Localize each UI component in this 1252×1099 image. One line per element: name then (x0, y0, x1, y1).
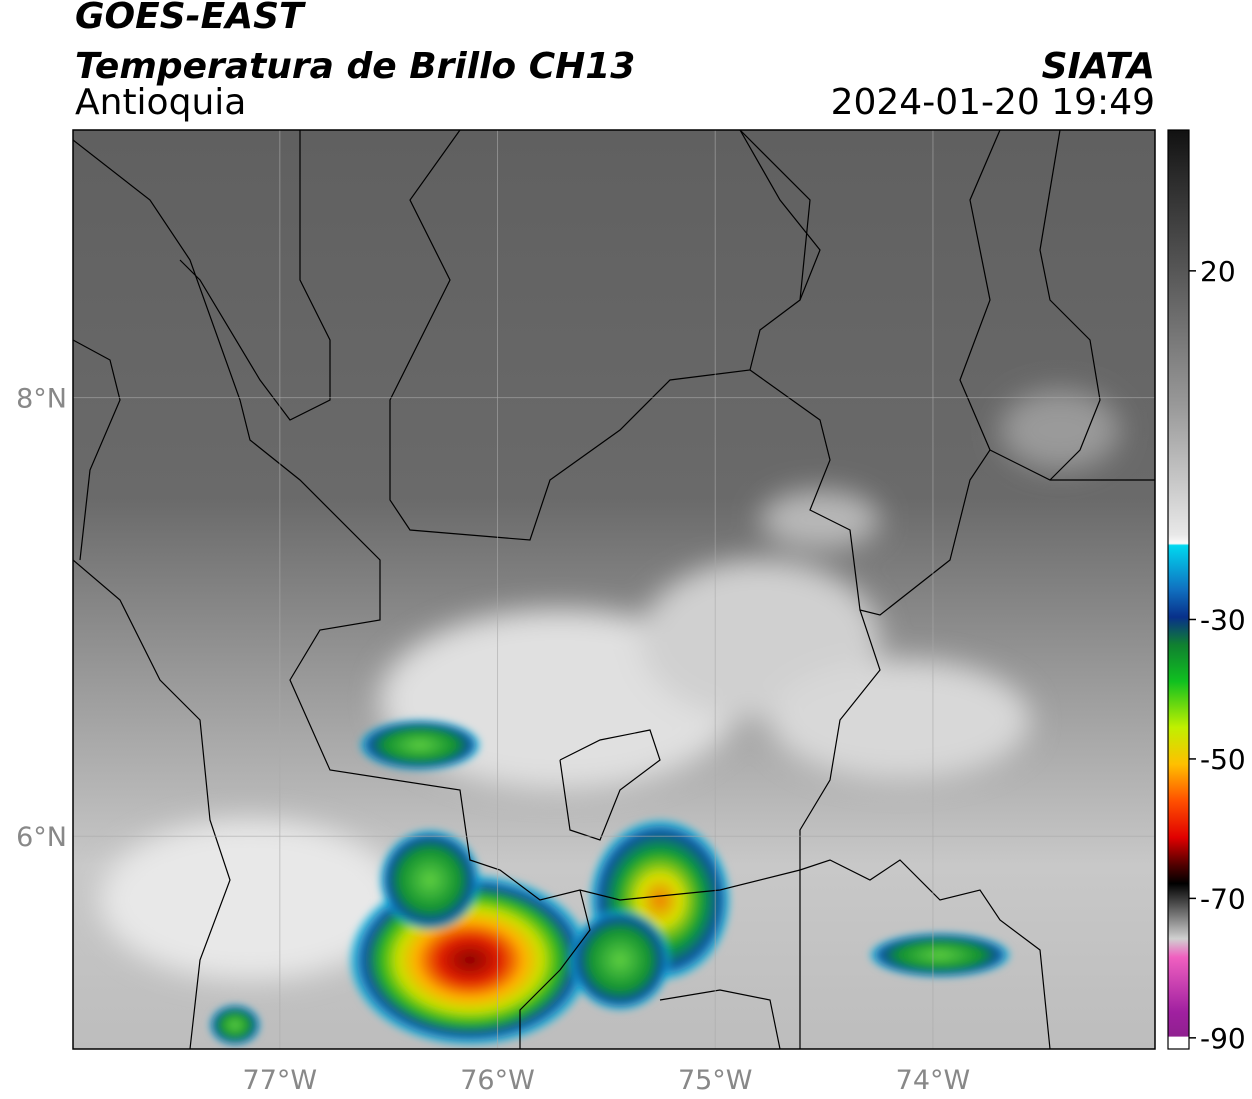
map-frame (72, 129, 1156, 1050)
title: GOES-EAST (75, 0, 306, 37)
colorbar-tick-label: -30 (1200, 603, 1246, 636)
colorbar-tick-label: -50 (1200, 743, 1246, 776)
x-tick-label: 74°W (896, 1065, 971, 1096)
datetime: 2024-01-20 19:49 (831, 82, 1155, 123)
colorbar-tick-label: -70 (1200, 882, 1246, 915)
x-tick-label: 75°W (678, 1065, 753, 1096)
convective-cells (210, 720, 1010, 1045)
boundaries (73, 130, 1155, 1049)
x-tick-label: 76°W (460, 1065, 535, 1096)
colorbar (1167, 129, 1190, 1050)
subtitle: Temperatura de Brillo CH13 (75, 46, 635, 87)
region: Antioquia (75, 82, 246, 123)
y-tick-label: 8°N (16, 384, 67, 415)
colorbar-tick-label: 20 (1200, 255, 1236, 288)
source: SIATA (1042, 46, 1155, 87)
map (73, 130, 1155, 1049)
colorbar-tick-label: -90 (1200, 1022, 1246, 1055)
y-tick-label: 6°N (16, 822, 67, 853)
x-tick-label: 77°W (243, 1065, 318, 1096)
